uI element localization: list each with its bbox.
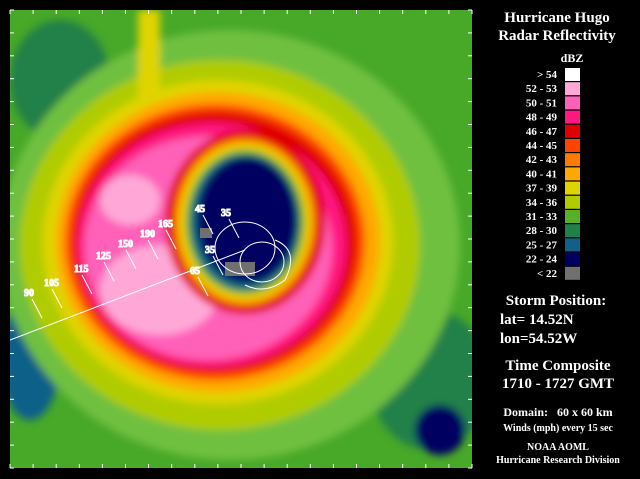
legend-label: 22 - 24	[526, 254, 558, 266]
legend-label: 42 - 43	[526, 154, 558, 166]
credit: NOAA AOML	[527, 442, 589, 453]
wind-barb	[202, 214, 214, 235]
legend-label: 40 - 41	[526, 168, 557, 180]
wind-barb	[51, 288, 63, 309]
legend-swatch	[565, 96, 580, 110]
legend: > 54 52 - 53 50 - 51 48 - 49 46 - 47 44 - 45 4…	[526, 68, 580, 280]
longitude: lon=54.52W	[500, 331, 577, 347]
wind-label: 165	[158, 219, 173, 230]
legend-swatch	[565, 153, 580, 167]
winds-note: Winds (mph) every 15 sec	[503, 423, 613, 434]
wind-label: 190	[140, 229, 155, 240]
legend-label: 48 - 49	[526, 112, 558, 124]
title: Radar Reflectivity	[498, 28, 616, 44]
wind-barb	[147, 239, 159, 260]
wind-barb	[81, 274, 93, 295]
wind-barb	[125, 249, 137, 270]
legend-swatch	[565, 110, 580, 124]
domain-size: Domain: 60 x 60 km	[503, 405, 612, 419]
wind-label: 115	[74, 264, 88, 275]
wind-label: 35	[205, 245, 215, 256]
credit: Hurricane Research Division	[496, 455, 620, 466]
storm-position: Storm Position:	[506, 293, 606, 309]
legend-swatch	[565, 68, 580, 81]
legend-label: 37 - 39	[526, 183, 558, 195]
legend-swatch	[565, 266, 580, 280]
legend-label: 31 - 33	[526, 211, 558, 223]
legend-swatch	[565, 238, 580, 252]
legend-swatch	[565, 167, 580, 181]
wind-label: 150	[118, 239, 133, 250]
legend-label: 52 - 53	[526, 83, 558, 95]
wind-barb	[197, 276, 209, 297]
legend-swatch	[565, 82, 580, 96]
wind-barb	[31, 298, 43, 319]
wind-label: 125	[96, 251, 111, 262]
legend-label: 46 - 47	[526, 126, 558, 138]
legend-swatch	[565, 210, 580, 223]
wind-label: 45	[195, 204, 205, 215]
wind-label: 90	[24, 288, 34, 299]
time-heading: Time Composite	[505, 358, 610, 374]
legend-label: 34 - 36	[526, 197, 558, 209]
legend-unit: dBZ	[561, 51, 584, 65]
legend-label: > 54	[537, 69, 558, 81]
legend-label: < 22	[537, 268, 558, 280]
legend-swatch	[565, 139, 580, 152]
latitude: lat= 14.52N	[500, 312, 574, 328]
frame-ticks	[9, 9, 473, 469]
legend-swatch	[565, 195, 580, 209]
wind-barb	[103, 261, 115, 282]
legend-label: 28 - 30	[526, 225, 558, 237]
legend-swatch	[565, 224, 580, 238]
legend-swatch	[565, 124, 580, 138]
wind-barb	[212, 255, 224, 276]
wind-barb	[165, 229, 177, 250]
wind-label: 65	[190, 266, 200, 277]
legend-swatch	[565, 181, 580, 195]
wind-barb	[228, 218, 240, 239]
wind-label: 105	[44, 278, 59, 289]
legend-swatch	[565, 252, 580, 266]
legend-label: 50 - 51	[526, 97, 557, 109]
time-range: 1710 - 1727 GMT	[502, 376, 614, 392]
radar-image	[10, 10, 472, 468]
title: Hurricane Hugo	[504, 10, 609, 26]
legend-label: 44 - 45	[526, 140, 558, 152]
legend-label: 25 - 27	[526, 239, 558, 251]
wind-label: 35	[221, 208, 231, 219]
